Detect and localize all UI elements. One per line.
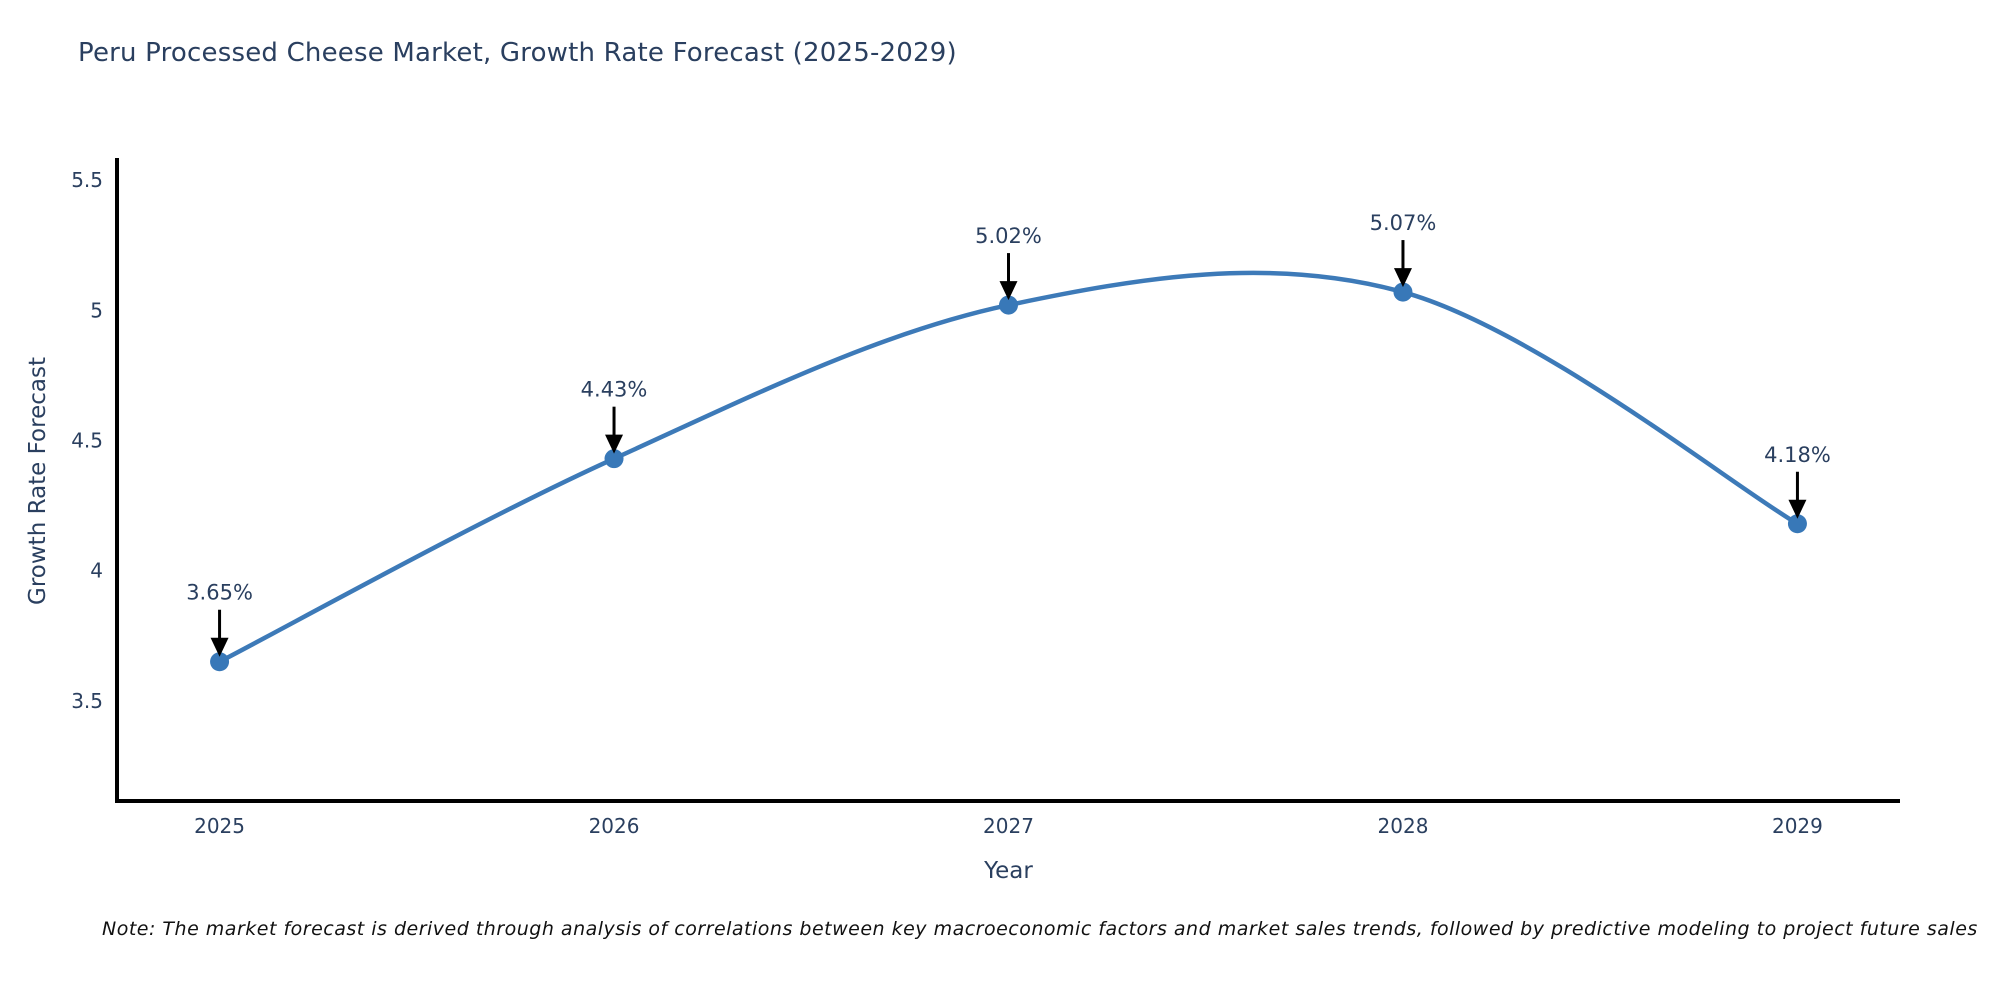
annotation-label-2025: 3.65% <box>186 581 253 605</box>
data-point-2025 <box>210 652 230 672</box>
annotation-arrow-head-2027 <box>999 281 1018 301</box>
footnote: Note: The market forecast is derived thr… <box>102 918 1978 940</box>
y-tick-label-4: 4 <box>90 559 103 583</box>
data-point-2026 <box>604 449 624 469</box>
annotation-label-2027: 5.02% <box>975 224 1042 248</box>
annotation-arrow-head-2025 <box>210 637 229 657</box>
x-tick-label-2026: 2026 <box>589 814 640 838</box>
annotation-label-2029: 4.18% <box>1764 443 1831 467</box>
x-tick-label-2028: 2028 <box>1378 814 1429 838</box>
x-tick-label-2027: 2027 <box>983 814 1034 838</box>
annotation-arrow-head-2029 <box>1788 499 1807 519</box>
data-point-2028 <box>1393 282 1413 302</box>
annotation-label-2028: 5.07% <box>1370 211 1437 235</box>
x-axis-title: Year <box>984 858 1033 884</box>
data-point-2029 <box>1787 514 1807 534</box>
chart-title: Peru Processed Cheese Market, Growth Rat… <box>78 38 957 68</box>
y-tick-label-5.5: 5.5 <box>71 168 103 192</box>
annotation-arrow-head-2028 <box>1393 268 1412 288</box>
annotation-arrow-head-2026 <box>605 434 624 454</box>
forecast-line <box>217 270 1800 664</box>
y-tick-label-4.5: 4.5 <box>71 428 103 452</box>
annotation-label-2026: 4.43% <box>581 378 648 402</box>
data-point-2027 <box>999 295 1018 315</box>
y-tick-label-3.5: 3.5 <box>71 689 103 713</box>
x-tick-label-2025: 2025 <box>194 814 245 838</box>
x-tick-label-2029: 2029 <box>1772 814 1823 838</box>
y-tick-label-5: 5 <box>90 298 103 322</box>
